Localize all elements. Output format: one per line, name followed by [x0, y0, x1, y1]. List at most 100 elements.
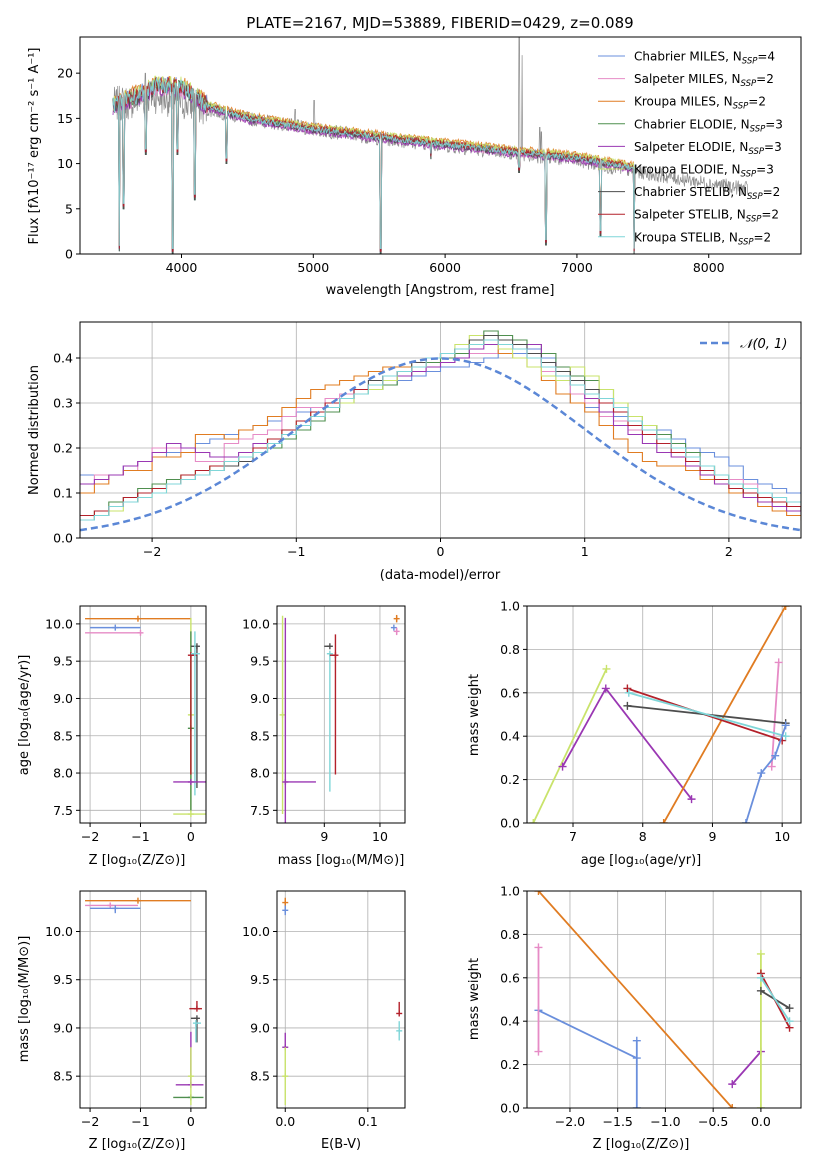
mass-vs-Z-errorbar: [85, 902, 138, 909]
residuals-marks: [80, 330, 801, 532]
weight-vs-age-xlabel: age [log₁₀(age/yr)]: [581, 853, 702, 868]
weight-vs-age-series: [659, 606, 790, 823]
age-vs-mass-ytick-label: 10.0: [242, 616, 270, 631]
weight-vs-age-marker: [774, 658, 783, 667]
weight-vs-Z-marks: [534, 891, 794, 1108]
weight-vs-age-marker: [781, 721, 790, 730]
age-vs-Z-errorbar: [85, 629, 144, 636]
spectrum-frame: [79, 36, 802, 255]
residuals-xtick-label: 2: [725, 544, 733, 559]
spectrum-plot-area: 4000 5000 6000 7000 8000 0 5 10 15 20: [57, 36, 802, 275]
mass-vs-EBV-ytick-label: 9.5: [250, 972, 270, 987]
weight-vs-age-xtick-label: 7: [569, 829, 577, 844]
weight-vs-age-marker: [781, 606, 790, 610]
normal-curve: [80, 357, 801, 532]
mass-vs-Z-errorbar: [192, 1020, 201, 1043]
residuals-xtick-label: −1: [287, 544, 305, 559]
weight-vs-age-marker: [771, 751, 780, 760]
weight-vs-Z-ylabel: mass weight: [467, 958, 482, 1040]
weight-vs-Z-xtick-label: −1.5: [603, 1114, 633, 1129]
spectrum-legend-label: Chabrier STELIB, NSSP=2: [634, 185, 780, 202]
weight-vs-Z-ytick-label: 1.0: [500, 884, 520, 899]
age-vs-mass-frame: [276, 605, 406, 824]
spectrum-legend-label: Chabrier ELODIE, NSSP=3: [634, 117, 783, 134]
residuals-xtick-label: 0: [437, 544, 445, 559]
spectrum-xtick-label: 7000: [561, 260, 593, 275]
residuals-ytick-label: 0.2: [53, 441, 73, 456]
mass-vs-EBV-plot-area: 0.0 0.1 8.5 9.0 9.5 10.0: [242, 890, 406, 1129]
age-vs-Z-panel: −2 −1 0 7.5 8.0 8.5 9.0 9.5 10.0 Z [log₁₀(Z/Z⊙)]…: [17, 605, 207, 868]
mass-vs-Z-errorbar: [189, 1000, 202, 1012]
residuals-panel: −2 −1 0 1 2 0.0 0.1 0.2 0.3 0.4 (data-model)/erro…: [27, 321, 802, 583]
age-vs-mass-errorbar: [324, 643, 333, 650]
residuals-xlabel: (data-model)/error: [380, 568, 501, 583]
weight-vs-age-xtick-label: 9: [708, 829, 716, 844]
spectrum-marks: [112, 37, 749, 254]
age-vs-Z-ytick-label: 8.0: [53, 766, 73, 781]
residuals-ytick-label: 0.1: [53, 486, 73, 501]
spectrum-legend-label: Chabrier MILES, NSSP=4: [634, 50, 775, 67]
mass-vs-EBV-xtick-label: 0.1: [358, 1114, 378, 1129]
weight-vs-Z-ytick-label: 0.6: [500, 970, 520, 985]
residuals-ytick-label: 0.0: [53, 531, 73, 546]
weight-vs-age-marker: [558, 762, 567, 771]
weight-vs-Z-plot-area: −2.0 −1.5 −1.0 −0.5 0.0 0.0 0.2 0.4 0.6 0.8 1.0: [500, 884, 802, 1129]
age-vs-Z-errorbar: [85, 615, 191, 622]
weight-vs-age-marker: [781, 732, 790, 741]
mass-vs-Z-marks: [85, 897, 204, 1106]
weight-vs-Z-xtick-label: 0.0: [751, 1114, 771, 1129]
weight-vs-Z-marker: [756, 949, 765, 958]
spectrum-ytick-label: 20: [57, 66, 73, 81]
mass-vs-EBV-xtick-label: 0.0: [275, 1114, 295, 1129]
weight-vs-Z-xtick-label: −1.0: [650, 1114, 680, 1129]
mass-vs-Z-ytick-label: 10.0: [45, 924, 73, 939]
weight-vs-age-ytick-label: 0.2: [500, 772, 520, 787]
mass-vs-EBV-errorbar: [396, 1021, 403, 1041]
weight-vs-Z-xtick-label: −0.5: [698, 1114, 728, 1129]
mass-vs-EBV-ytick-label: 10.0: [242, 924, 270, 939]
weight-vs-Z-frame: [526, 890, 802, 1109]
age-vs-mass-xtick-label: 9: [320, 829, 328, 844]
weight-vs-Z-marker: [534, 891, 543, 895]
weight-vs-age-marker: [659, 819, 668, 823]
weight-vs-Z-panel: −2.0 −1.5 −1.0 −0.5 0.0 0.0 0.2 0.4 0.6 0.8 1.0 Z …: [467, 884, 802, 1152]
weight-vs-Z-ytick-label: 0.4: [500, 1014, 520, 1029]
mass-vs-Z-xtick-label: −2: [81, 1114, 99, 1129]
age-vs-mass-marks: [279, 614, 400, 823]
spectrum-model-line: [112, 77, 636, 250]
weight-vs-age-marker: [623, 701, 632, 710]
age-vs-mass-xlabel: mass [log₁₀(M/M⊙)]: [278, 853, 405, 868]
mass-vs-EBV-frame: [276, 890, 406, 1109]
residuals-xtick-label: −2: [143, 544, 161, 559]
age-vs-Z-xtick-label: −1: [131, 829, 149, 844]
weight-vs-age-series: [767, 658, 783, 771]
age-vs-Z-ytick-label: 7.5: [53, 803, 73, 818]
weight-vs-Z-marker: [728, 1080, 737, 1089]
age-vs-mass-ytick-label: 8.5: [250, 728, 270, 743]
weight-vs-Z-line: [731, 1051, 762, 1085]
weight-vs-age-series: [558, 684, 696, 804]
age-vs-Z-errorbar: [173, 778, 206, 785]
spectrum-legend-label: Salpeter ELODIE, NSSP=3: [634, 140, 782, 157]
weight-vs-Z-ytick-label: 0.8: [500, 927, 520, 942]
age-vs-mass-panel: 9 10 7.5 8.0 8.5 9.0 9.5 10.0 mass [log₁₀(M/M⊙)…: [242, 605, 406, 868]
weight-vs-age-line: [628, 691, 786, 738]
spectrum-xlabel: wavelength [Angstrom, rest frame]: [326, 283, 555, 298]
weight-vs-age-marker: [602, 664, 611, 673]
age-vs-Z-ytick-label: 10.0: [45, 616, 73, 631]
weight-vs-age-ytick-label: 0.6: [500, 685, 520, 700]
age-vs-mass-ytick-label: 9.0: [250, 691, 270, 706]
age-vs-mass-errorbar: [393, 627, 400, 636]
spectrum-xtick-label: 6000: [429, 260, 461, 275]
weight-vs-age-line: [662, 606, 787, 823]
weight-vs-Z-line: [537, 891, 733, 1108]
residuals-xtick-label: 1: [581, 544, 589, 559]
age-vs-Z-ytick-label: 8.5: [53, 728, 73, 743]
weight-vs-Z-marker: [756, 1104, 765, 1108]
weight-vs-Z-marker: [632, 1104, 641, 1108]
age-vs-Z-plot-area: −2 −1 0 7.5 8.0 8.5 9.0 9.5 10.0: [45, 605, 207, 844]
mass-vs-Z-errorbar: [90, 905, 141, 914]
age-vs-mass-xtick-label: 10: [372, 829, 388, 844]
spectrum-title: PLATE=2167, MJD=53889, FIBERID=0429, z=0…: [246, 14, 633, 32]
